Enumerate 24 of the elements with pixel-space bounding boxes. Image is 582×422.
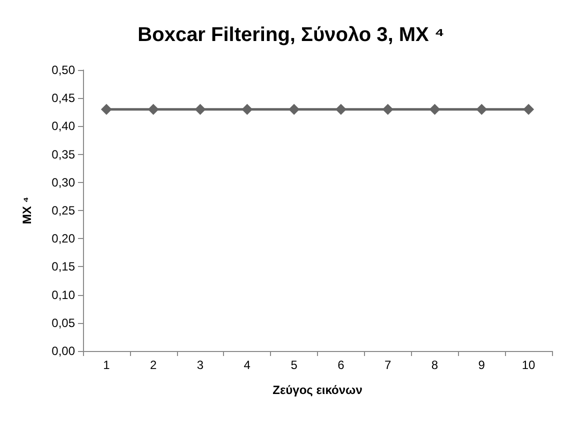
x-axis-title: Ζεύγος εικόνων [272,383,363,397]
y-axis-title: MX ⁴ [20,196,34,224]
y-tick-label: 0,05 [52,316,76,330]
chart-title: Boxcar Filtering, Σύνολο 3, MX ⁴ [138,24,444,46]
y-tick-label: 0,45 [52,91,76,106]
y-tick-label: 0,15 [52,260,76,274]
x-tick-label: 6 [338,358,345,372]
x-tick-label: 8 [431,358,438,372]
x-tick-label: 3 [196,358,204,372]
y-tick-label: 0,25 [52,204,76,218]
x-tick-label: 4 [244,358,251,372]
y-tick-label: 0,10 [52,288,76,302]
x-tick-label: 5 [290,358,298,372]
y-tick-label: 0,00 [52,344,76,358]
y-tick-label: 0,50 [52,63,76,77]
x-tick-label: 7 [384,358,392,372]
y-tick-label: 0,30 [52,175,76,190]
y-tick-label: 0,40 [52,119,76,134]
x-tick-label: 9 [478,358,486,372]
x-tick-label: 1 [103,358,110,372]
x-tick-label: 2 [150,358,158,372]
x-tick-label: 10 [522,358,536,372]
y-tick-label: 0,35 [52,147,76,162]
y-tick-label: 0,20 [52,232,76,246]
